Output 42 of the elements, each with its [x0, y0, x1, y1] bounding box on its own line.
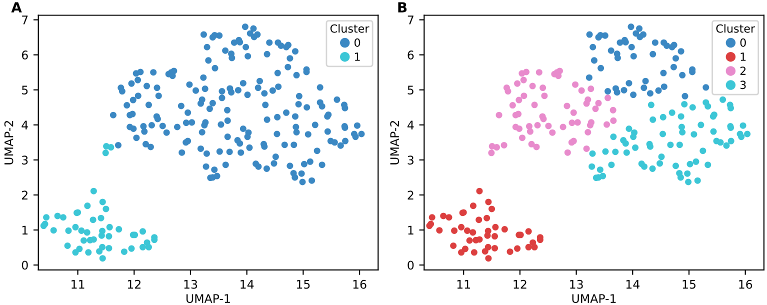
x-tick-label: 14 — [240, 280, 254, 289]
x-tick-label: 13 — [570, 280, 583, 289]
x-tick-label: 14 — [626, 280, 640, 289]
legend-label: 0 — [740, 38, 746, 47]
x-tick-label: 16 — [739, 280, 752, 289]
chart-title: A — [11, 2, 22, 12]
x-tick-label: 16 — [353, 280, 366, 289]
y-tick-label: 0 — [22, 260, 28, 270]
y-tick-label: 5 — [22, 86, 28, 95]
y-tick-label: 3 — [22, 156, 28, 165]
legend-label: 3 — [740, 80, 746, 90]
x-tick-label: 15 — [682, 280, 696, 289]
y-tick-label: 4 — [407, 120, 414, 130]
y-tick-label: 6 — [22, 50, 28, 60]
y-tick-label: 6 — [408, 50, 414, 60]
x-tick-label: 13 — [184, 280, 198, 289]
chart-title: B — [398, 2, 407, 12]
legend-label: 2 — [740, 66, 746, 75]
x-axis-title: UMAP-1 — [572, 294, 616, 303]
y-tick-label: 1 — [22, 226, 28, 234]
y-tick-label: 2 — [22, 190, 28, 200]
y-tick-label: 1 — [408, 226, 414, 234]
legend-title: Cluster — [716, 24, 756, 33]
y-tick-label: 7 — [408, 16, 414, 24]
x-axis-title: UMAP-1 — [186, 294, 230, 303]
x-tick-label: 15 — [296, 280, 310, 289]
x-tick-label: 11 — [457, 280, 470, 289]
x-tick-label: 11 — [72, 280, 84, 289]
legend-title: Cluster — [330, 24, 370, 33]
y-tick-label: 3 — [408, 156, 414, 165]
legend-label: 1 — [740, 52, 746, 61]
x-tick-label: 12 — [128, 280, 140, 289]
legend-label: 1 — [354, 52, 360, 61]
x-tick-label: 12 — [514, 280, 526, 289]
y-axis-title: UMAP-2 — [390, 121, 400, 164]
y-tick-label: 7 — [22, 16, 28, 24]
y-tick-label: 0 — [408, 260, 414, 270]
y-tick-label: 4 — [22, 120, 28, 130]
legend-label: 0 — [354, 38, 360, 47]
y-tick-label: 5 — [408, 86, 414, 95]
y-tick-label: 2 — [408, 190, 414, 200]
y-axis-title: UMAP-2 — [4, 121, 14, 164]
